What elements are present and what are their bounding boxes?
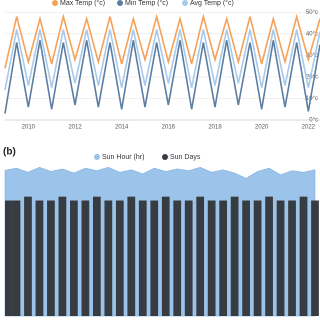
- legend-marker: [52, 0, 58, 6]
- legend-label: Sun Days: [170, 154, 201, 161]
- bar: [253, 200, 262, 316]
- series-line: [4, 29, 320, 90]
- x-tick-label: 2010: [22, 125, 36, 131]
- bar: [92, 196, 101, 316]
- bar: [104, 200, 113, 316]
- y-tick-label: 30°c: [306, 53, 318, 59]
- bar: [5, 200, 13, 316]
- x-tick-label: 2012: [68, 125, 82, 131]
- bar: [184, 200, 193, 316]
- bar: [311, 200, 319, 316]
- bar: [299, 196, 308, 316]
- panel-label: (b): [3, 147, 16, 158]
- bar: [115, 200, 124, 316]
- bar: [127, 196, 136, 316]
- y-tick-label: 50°c: [306, 10, 318, 16]
- bar: [12, 200, 21, 316]
- x-tick-label: 2014: [115, 125, 129, 131]
- bar: [24, 196, 32, 316]
- bar: [150, 200, 159, 316]
- x-tick-label: 2022: [302, 125, 316, 131]
- legend-marker: [94, 154, 100, 160]
- x-tick-label: 2016: [162, 125, 176, 131]
- legend-label: Avg Temp (°c): [190, 0, 234, 7]
- bar: [288, 200, 296, 316]
- legend-label: Max Temp (°c): [60, 0, 105, 7]
- legend-label: Sun Hour (hr): [102, 154, 144, 161]
- bar: [138, 200, 147, 316]
- legend-marker: [117, 0, 123, 6]
- legend-label: Min Temp (°c): [125, 0, 168, 7]
- bar: [47, 200, 55, 316]
- bar: [173, 200, 182, 316]
- x-tick-label: 2020: [255, 125, 269, 131]
- y-tick-label: 0°c: [309, 118, 318, 124]
- bar: [70, 200, 78, 316]
- bar: [207, 200, 216, 316]
- legend-marker: [162, 154, 168, 160]
- bar: [161, 196, 170, 316]
- series-line: [4, 13, 320, 69]
- legend-marker: [182, 0, 188, 6]
- series-line: [4, 40, 320, 114]
- bar: [58, 196, 67, 316]
- bar: [81, 200, 90, 316]
- bar: [196, 196, 205, 316]
- x-tick-label: 2018: [208, 125, 222, 131]
- bar: [230, 196, 239, 316]
- bar: [219, 200, 228, 316]
- bar: [276, 200, 285, 316]
- bar: [265, 196, 273, 316]
- y-tick-label: 40°c: [306, 31, 318, 37]
- bar: [35, 200, 44, 316]
- y-tick-label: 10°c: [306, 96, 318, 102]
- bar: [242, 200, 250, 316]
- y-tick-label: 20°c: [306, 75, 318, 81]
